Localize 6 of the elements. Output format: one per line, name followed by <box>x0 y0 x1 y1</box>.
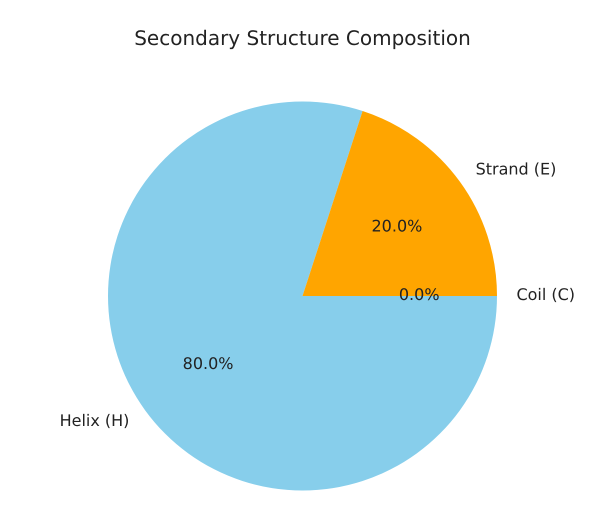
slice-label: Helix (H) <box>60 410 130 430</box>
data-label: 20.0% <box>372 216 422 236</box>
category-label: Coil (C) <box>516 285 576 304</box>
data-label: 80.0% <box>182 354 234 373</box>
chart-title: Secondary Structure Composition <box>134 26 471 50</box>
slice-label: Strand (E) <box>476 159 556 178</box>
